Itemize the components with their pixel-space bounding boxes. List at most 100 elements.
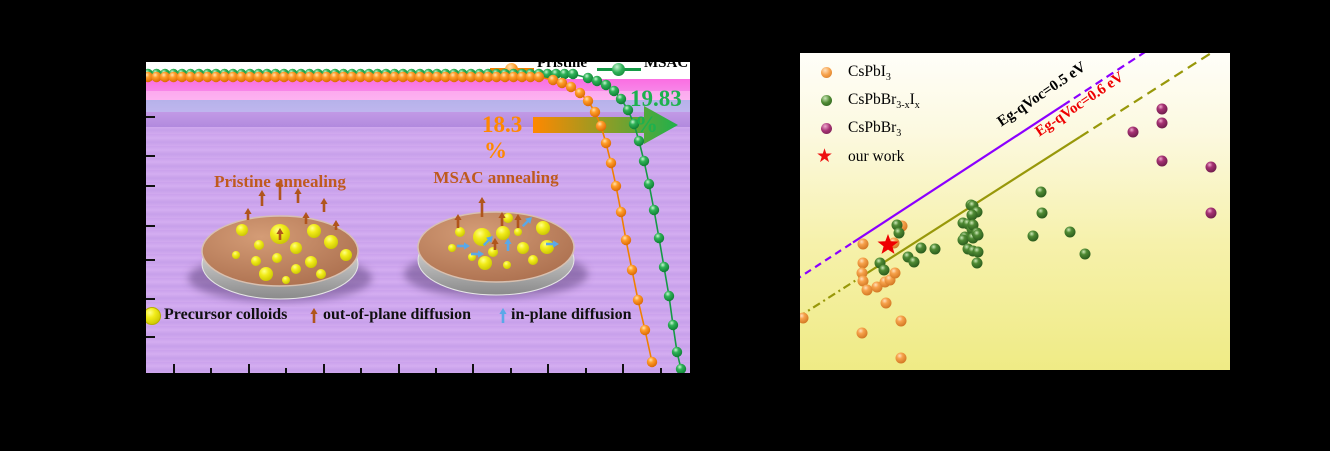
curve-marker <box>589 106 601 118</box>
curve-marker <box>499 71 511 83</box>
scatter-point <box>1156 117 1168 129</box>
scatter-point <box>957 234 969 246</box>
out-of-plane-arrow-icon <box>478 197 486 217</box>
curve-marker <box>176 71 188 83</box>
precursor-colloid-dot <box>528 255 538 265</box>
curve-marker <box>372 71 383 83</box>
curve-marker <box>146 71 154 83</box>
precursor-colloid-dot <box>291 264 301 274</box>
precursor-colloid-dot <box>496 226 510 240</box>
line-0.5-ev <box>800 53 1146 279</box>
scatter-point <box>889 267 901 279</box>
curve-marker <box>667 319 679 331</box>
precursor-colloid-dot <box>448 244 456 252</box>
curve-marker <box>414 71 426 83</box>
scatter-point <box>929 243 941 255</box>
curve-marker <box>646 356 658 368</box>
curve-marker <box>582 72 594 84</box>
curve-marker <box>600 79 612 91</box>
curve-marker <box>406 71 417 83</box>
curve-marker <box>363 71 375 83</box>
series-cspbbr3-xix <box>874 186 1091 276</box>
out-of-plane-arrow-icon <box>454 214 462 228</box>
curve-marker <box>622 104 634 116</box>
precursor-colloid-dot <box>514 228 522 236</box>
in-plane-arrow-icon <box>546 240 559 248</box>
curve-marker <box>423 71 434 83</box>
scatter-point <box>1079 248 1091 260</box>
curve-marker <box>648 204 660 216</box>
precursor-colloid-dot <box>290 242 302 254</box>
out-of-plane-arrow-icon <box>310 308 318 323</box>
curve-marker <box>491 71 502 83</box>
curve-marker <box>626 264 638 276</box>
curve-marker <box>465 71 477 83</box>
scatter-point <box>1035 186 1047 198</box>
curve-marker <box>397 71 409 83</box>
scatter-point <box>857 275 869 287</box>
legend-msac-marker-icon <box>612 63 625 76</box>
curve-marker <box>559 68 570 80</box>
scatter-point <box>1027 230 1039 242</box>
out-of-plane-arrow-icon <box>276 228 284 240</box>
in-plane-arrow-icon <box>499 308 507 323</box>
curve-marker <box>210 71 222 83</box>
curve-marker <box>516 71 528 83</box>
curve-marker <box>321 71 332 83</box>
legend-cspbbr3-marker-icon <box>821 123 832 134</box>
precursor-colloid-dot <box>232 251 240 259</box>
scatter-point <box>880 297 892 309</box>
pristine-pce-value: 18.3 <box>482 112 523 137</box>
out-of-plane-arrow-icon <box>320 198 328 212</box>
precursor-colloid-dot <box>488 247 498 257</box>
curve-marker <box>610 180 622 192</box>
scatter-point <box>861 284 873 296</box>
msac-pce-value: 19.83 <box>630 86 682 111</box>
legend-cspbbr3xix-marker-icon <box>821 95 832 106</box>
curve-marker <box>608 85 620 97</box>
in-plane-arrow-icon <box>482 236 493 247</box>
out-of-plane-arrow-icon <box>302 212 310 224</box>
in-plane-arrow-icon <box>521 217 532 228</box>
curve-marker <box>638 155 650 167</box>
scatter-point <box>915 242 927 254</box>
precursor-colloid-dot <box>254 240 264 250</box>
curve-marker <box>525 71 536 83</box>
legend-cspbbr3xix-label: CsPbBr3-xIx <box>848 91 920 112</box>
jv-curves-svg <box>146 68 687 373</box>
scatter-point <box>856 267 868 279</box>
pristine-pce-percent: % <box>484 138 507 163</box>
curve-marker <box>193 71 205 83</box>
legend-cspbi3-marker-icon <box>821 67 832 78</box>
scatter-point <box>1156 155 1168 167</box>
scatter-point <box>857 238 869 250</box>
curve-marker <box>380 71 392 83</box>
precursor-colloid-dot <box>473 228 491 246</box>
msac-pce-percent: % <box>635 112 658 137</box>
scatter-point <box>972 229 984 241</box>
out-of-plane-arrow-icon <box>514 214 522 228</box>
out-of-plane-arrow-icon <box>244 208 252 220</box>
scatter-svg <box>800 53 1217 364</box>
curve-marker <box>261 71 273 83</box>
curve-marker <box>582 95 594 107</box>
curve-marker <box>253 71 264 83</box>
dish-msac-illustration <box>404 197 588 298</box>
precursor-colloid-dot <box>251 256 261 266</box>
curve-marker <box>639 324 651 336</box>
scatter-point <box>895 352 907 364</box>
series-cspbbr3 <box>1127 103 1217 219</box>
curve-marker <box>457 71 468 83</box>
scatter-point <box>1127 126 1139 138</box>
legend-cspbi3-label: CsPbI3 <box>848 63 891 84</box>
curve-marker <box>312 71 324 83</box>
precursor-colloid-dot <box>478 256 492 270</box>
precursor-colloid-dot <box>455 227 465 237</box>
curve-marker <box>304 71 315 83</box>
scatter-point <box>1205 207 1217 219</box>
scatter-point <box>1064 226 1076 238</box>
scatter-point <box>1156 103 1168 115</box>
series-cspbi3 <box>800 220 908 364</box>
dish-pristine-illustration <box>188 180 372 302</box>
series-our-work <box>877 234 899 254</box>
